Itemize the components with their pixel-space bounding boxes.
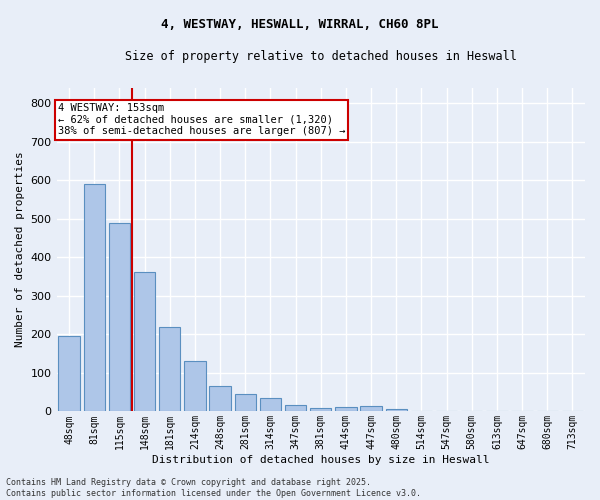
Bar: [134, 272, 155, 411]
Text: Contains HM Land Registry data © Crown copyright and database right 2025.
Contai: Contains HM Land Registry data © Crown c…: [6, 478, 421, 498]
Bar: [109, 224, 130, 412]
Bar: [386, 408, 407, 412]
Bar: [184, 360, 206, 412]
Bar: [159, 328, 181, 411]
Bar: [285, 405, 307, 411]
Bar: [335, 407, 356, 412]
Y-axis label: Number of detached properties: Number of detached properties: [15, 152, 25, 348]
Text: 4 WESTWAY: 153sqm
← 62% of detached houses are smaller (1,320)
38% of semi-detac: 4 WESTWAY: 153sqm ← 62% of detached hous…: [58, 103, 345, 136]
Bar: [235, 394, 256, 411]
Bar: [361, 406, 382, 412]
Bar: [58, 336, 80, 411]
Title: Size of property relative to detached houses in Heswall: Size of property relative to detached ho…: [125, 50, 517, 63]
Bar: [260, 398, 281, 411]
Bar: [310, 408, 331, 412]
X-axis label: Distribution of detached houses by size in Heswall: Distribution of detached houses by size …: [152, 455, 490, 465]
Text: 4, WESTWAY, HESWALL, WIRRAL, CH60 8PL: 4, WESTWAY, HESWALL, WIRRAL, CH60 8PL: [161, 18, 439, 30]
Bar: [209, 386, 231, 411]
Bar: [83, 184, 105, 412]
